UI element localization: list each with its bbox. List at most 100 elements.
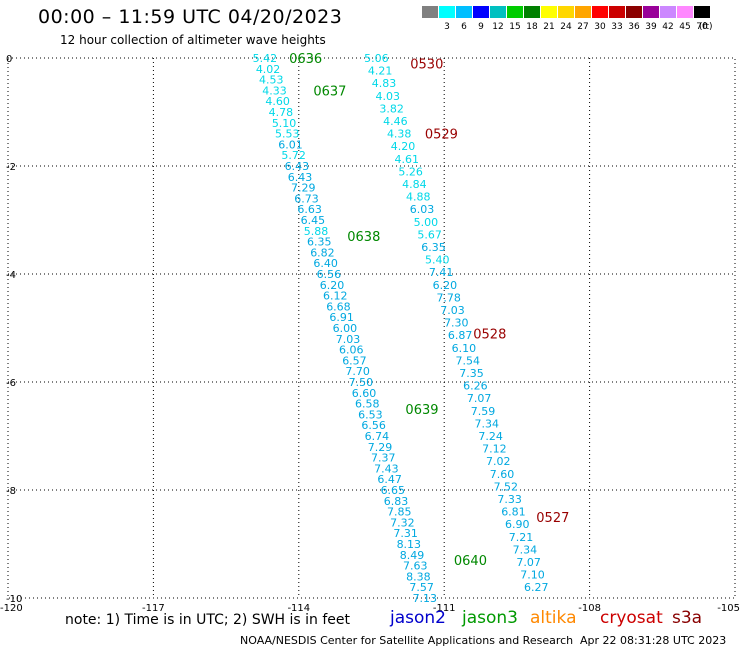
swh-value-west-track: 7.37 (371, 452, 396, 465)
swh-value-east-track: 4.61 (395, 153, 420, 166)
y-tick-label: -2 (6, 162, 16, 173)
pass-time-label: 0640 (454, 554, 487, 569)
swh-value-west-track: 6.20 (320, 279, 345, 292)
swh-value-east-track: 6.10 (452, 342, 477, 355)
swh-value-east-track: 6.27 (524, 581, 549, 594)
legend-label: 18 (526, 22, 538, 32)
swh-value-west-track: 6.74 (365, 430, 390, 443)
x-tick-label: -117 (142, 603, 165, 614)
pass-time-label: 0638 (347, 230, 380, 245)
swh-value-west-track: 6.01 (278, 138, 303, 151)
swh-value-west-track: 7.03 (336, 333, 361, 346)
swh-value-east-track: 7.30 (444, 317, 469, 330)
swh-value-west-track: 7.29 (291, 182, 316, 195)
legend-swatch (473, 6, 489, 18)
swh-value-east-track: 7.10 (520, 569, 545, 582)
legend-swatch (626, 6, 642, 18)
swh-value-west-track: 7.57 (409, 581, 434, 594)
swh-value-west-track: 7.43 (374, 462, 399, 475)
swh-value-west-track: 7.32 (390, 516, 415, 529)
legend-swatch (660, 6, 676, 18)
legend-swatch (490, 6, 506, 18)
swh-value-west-track: 6.35 (307, 236, 332, 249)
swh-value-east-track: 4.38 (387, 128, 412, 141)
satellite-s3a: s3a (672, 608, 703, 628)
swh-value-west-track: 6.06 (339, 344, 364, 357)
swh-value-west-track: 6.68 (326, 300, 351, 313)
swh-value-east-track: 7.35 (459, 367, 484, 380)
legend-label: 12 (492, 22, 504, 32)
swh-value-west-track: 4.53 (259, 74, 284, 87)
swh-value-east-track: 5.06 (364, 52, 389, 65)
swh-value-west-track: 7.50 (349, 376, 374, 389)
legend-unit: (ft) (699, 22, 713, 32)
swh-value-east-track: 7.34 (513, 543, 538, 556)
legend-swatch (558, 6, 574, 18)
swh-value-west-track: 6.47 (377, 473, 402, 486)
legend-swatch (592, 6, 608, 18)
swh-value-west-track: 7.31 (393, 527, 418, 540)
pass-time-label: 0639 (405, 403, 438, 418)
footer-source: NOAA/NESDIS Center for Satellite Applica… (240, 634, 574, 647)
legend-label: 15 (509, 22, 521, 32)
legend-swatch (456, 6, 472, 18)
swh-value-west-track: 6.12 (323, 290, 348, 303)
swh-value-east-track: 6.87 (448, 329, 473, 342)
swh-value-east-track: 4.84 (402, 178, 427, 191)
swh-value-west-track: 7.70 (345, 365, 370, 378)
swh-value-west-track: 4.60 (265, 95, 290, 108)
swh-value-west-track: 7.29 (368, 441, 393, 454)
swh-value-east-track: 4.88 (406, 191, 431, 204)
swh-value-east-track: 6.81 (501, 506, 526, 519)
legend-label: 42 (662, 22, 674, 32)
swh-value-west-track: 6.56 (361, 419, 386, 432)
chart-subtitle: 12 hour collection of altimeter wave hei… (60, 33, 326, 47)
legend-label: 33 (611, 22, 623, 32)
swh-value-west-track: 7.13 (413, 592, 438, 605)
swh-value-east-track: 6.20 (433, 279, 458, 292)
legend-label: 6 (461, 22, 467, 32)
swh-value-west-track: 6.83 (384, 495, 409, 508)
pass-time-label: 0636 (289, 52, 322, 67)
swh-value-east-track: 7.59 (471, 405, 496, 418)
pass-time-label: 0529 (425, 128, 458, 143)
legend-label: 45 (679, 22, 691, 32)
swh-value-east-track: 7.41 (429, 266, 454, 279)
legend-swatch (422, 6, 438, 18)
swh-value-west-track: 8.13 (397, 538, 422, 551)
chart-title: 00:00 – 11:59 UTC 04/20/2023 (38, 6, 343, 28)
swh-value-west-track: 4.78 (269, 106, 294, 119)
pass-time-label: 0527 (536, 511, 569, 526)
swh-value-east-track: 7.02 (486, 455, 511, 468)
legend-swatch (643, 6, 659, 18)
swh-value-west-track: 5.88 (304, 225, 329, 238)
pass-time-label: 0528 (473, 327, 506, 342)
footer-timestamp: Apr 22 08:31:28 UTC 2023 (580, 634, 727, 647)
swh-value-east-track: 4.03 (376, 90, 401, 103)
swh-value-east-track: 3.82 (379, 102, 404, 115)
x-tick-label: -108 (578, 603, 601, 614)
legend-swatch (677, 6, 693, 18)
legend-swatch (609, 6, 625, 18)
swh-value-west-track: 4.02 (256, 63, 281, 76)
swh-value-east-track: 5.40 (425, 254, 450, 267)
legend-label: 3 (444, 22, 450, 32)
swh-value-east-track: 7.12 (482, 443, 507, 456)
swh-value-west-track: 7.85 (387, 506, 412, 519)
legend-label: 39 (645, 22, 657, 32)
swh-value-west-track: 4.33 (262, 84, 287, 97)
legend-label: 9 (478, 22, 484, 32)
swh-value-west-track: 6.63 (297, 203, 322, 216)
swh-value-east-track: 5.67 (417, 228, 442, 241)
legend-swatch (439, 6, 455, 18)
swh-value-east-track: 4.21 (368, 65, 393, 78)
swh-value-west-track: 6.56 (317, 268, 342, 281)
swh-value-east-track: 7.03 (440, 304, 465, 317)
swh-value-east-track: 7.07 (467, 392, 492, 405)
pass-time-label: 0637 (313, 84, 346, 99)
swh-value-west-track: 5.72 (281, 149, 306, 162)
swh-value-east-track: 7.78 (436, 291, 461, 304)
legend-swatch (541, 6, 557, 18)
swh-value-east-track: 7.33 (497, 493, 522, 506)
swh-value-east-track: 7.52 (494, 480, 519, 493)
